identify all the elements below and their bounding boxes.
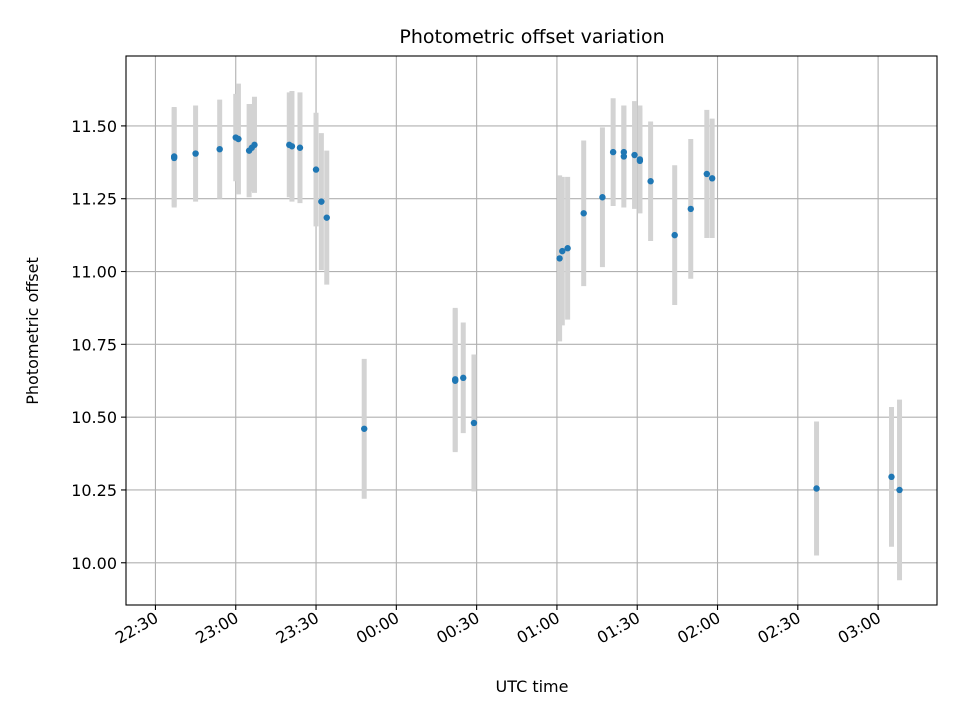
data-point bbox=[708, 175, 716, 182]
data-point bbox=[460, 374, 467, 382]
chart-title: Photometric offset variation bbox=[399, 26, 664, 48]
data-point bbox=[216, 145, 223, 153]
y-tick-label: 10.00 bbox=[71, 554, 117, 573]
data-point bbox=[251, 141, 258, 149]
y-tick-label: 11.00 bbox=[71, 263, 117, 282]
data-point bbox=[609, 148, 617, 156]
y-tick-label: 10.25 bbox=[71, 481, 117, 500]
data-point bbox=[703, 170, 711, 178]
data-point bbox=[470, 419, 478, 427]
data-point bbox=[192, 150, 199, 157]
data-point bbox=[620, 148, 628, 156]
y-tick-label: 11.25 bbox=[71, 190, 117, 209]
data-point bbox=[813, 485, 820, 492]
data-point bbox=[636, 157, 644, 165]
data-points bbox=[170, 134, 903, 494]
data-point bbox=[647, 178, 654, 185]
data-point bbox=[361, 425, 368, 432]
data-point bbox=[323, 214, 330, 221]
data-point bbox=[556, 255, 563, 262]
data-point bbox=[687, 205, 694, 213]
data-point bbox=[318, 198, 325, 205]
data-point bbox=[896, 486, 903, 494]
data-point bbox=[296, 144, 304, 151]
data-point bbox=[599, 194, 606, 201]
data-point bbox=[235, 135, 242, 143]
data-point bbox=[288, 143, 296, 150]
data-point bbox=[564, 245, 571, 252]
data-point bbox=[452, 377, 459, 384]
data-point bbox=[170, 154, 178, 162]
y-tick-label: 10.50 bbox=[71, 408, 117, 427]
y-tick-label: 11.50 bbox=[71, 117, 117, 136]
data-point bbox=[559, 247, 566, 255]
data-point bbox=[312, 166, 320, 173]
data-point bbox=[888, 473, 895, 481]
y-tick-label: 10.75 bbox=[71, 335, 117, 354]
data-point bbox=[671, 231, 678, 239]
data-point bbox=[631, 151, 638, 159]
data-point bbox=[580, 210, 587, 217]
y-axis-ticks: 10.00 10.25 10.50 10.75 11.00 11.25 11.50 bbox=[71, 117, 126, 573]
plot-frame bbox=[125, 55, 938, 606]
x-axis-label: UTC time bbox=[496, 677, 569, 696]
y-axis-label: Photometric offset bbox=[23, 257, 42, 405]
